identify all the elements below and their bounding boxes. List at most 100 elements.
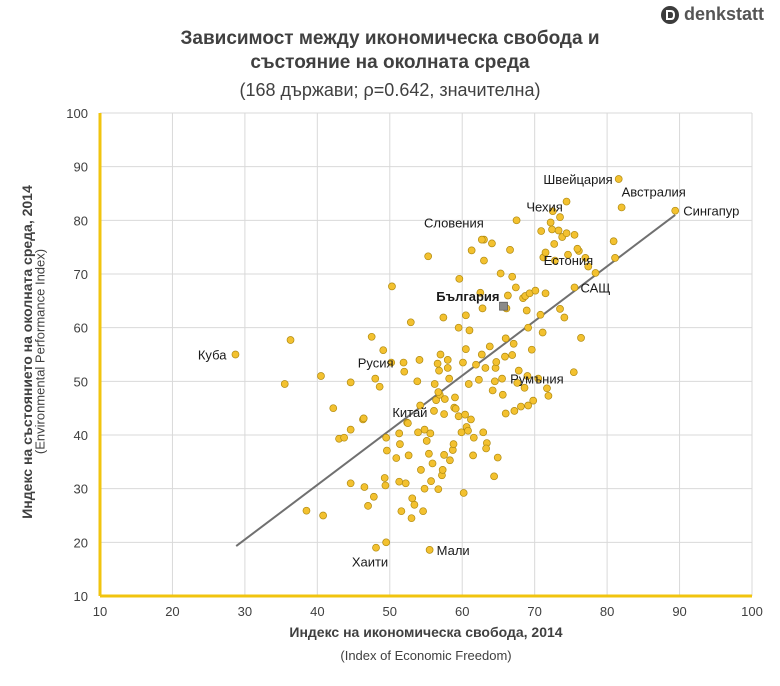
data-point	[498, 390, 507, 399]
labeled-data-point	[570, 283, 579, 292]
data-point	[446, 456, 454, 465]
data-point	[407, 514, 416, 523]
data-point	[371, 374, 380, 383]
x-tick-label: 40	[310, 604, 324, 619]
data-point	[422, 437, 431, 445]
data-point	[319, 511, 327, 520]
data-point	[481, 364, 490, 372]
data-point	[480, 256, 488, 265]
data-point	[415, 356, 424, 364]
data-point	[488, 239, 496, 248]
data-point	[467, 246, 476, 255]
data-point	[556, 305, 564, 313]
data-point	[454, 323, 463, 332]
axes	[98, 113, 752, 598]
data-point	[508, 272, 517, 281]
data-point	[504, 291, 512, 300]
x-tick-label: 80	[600, 604, 614, 619]
y-axis-subtitle: (Environmental Performance Index)	[32, 248, 48, 455]
data-point	[286, 336, 295, 344]
data-point	[380, 474, 389, 482]
data-point	[522, 306, 531, 315]
point-label: Хаити	[352, 555, 388, 570]
labeled-data-point	[399, 358, 408, 367]
data-point	[443, 356, 452, 364]
x-tick-label: 70	[527, 604, 541, 619]
point-label: Чехия	[526, 199, 562, 214]
data-point	[506, 246, 514, 254]
data-point	[478, 304, 487, 313]
data-point	[359, 414, 368, 423]
data-point	[434, 388, 443, 396]
data-point	[564, 250, 572, 259]
data-point	[280, 380, 289, 388]
data-point	[420, 484, 429, 493]
data-point	[392, 454, 401, 462]
x-tick-label: 50	[383, 604, 397, 619]
data-point	[317, 372, 325, 380]
data-point	[523, 372, 532, 380]
data-point	[548, 225, 556, 234]
data-point	[346, 425, 355, 434]
data-point	[420, 425, 429, 434]
data-point	[404, 451, 413, 460]
chart-title-line2: състояние на околната среда	[250, 52, 530, 73]
data-point	[609, 237, 618, 246]
data-point	[302, 506, 311, 515]
data-point	[490, 472, 498, 481]
data-point	[381, 481, 390, 490]
grid-lines	[100, 112, 753, 596]
data-point	[577, 334, 585, 342]
data-point	[544, 391, 553, 400]
data-point	[397, 507, 406, 516]
brand-logo: denkstatt	[660, 4, 764, 25]
point-labels: Швейцария Австралия Сингапур Чехия Словения Е…	[198, 172, 739, 570]
tick-labels: 10 20 30 40 50 60 70 80 90 100 10 20 30 40 50 60 70 80 90 1…	[66, 106, 763, 619]
data-point	[560, 313, 569, 322]
point-label: Сингапур	[683, 204, 739, 219]
data-point	[459, 489, 468, 497]
data-point	[459, 358, 467, 367]
data-point	[520, 383, 529, 392]
data-point	[472, 360, 480, 369]
data-point	[445, 374, 454, 383]
point-label: Куба	[198, 348, 227, 363]
data-point	[581, 254, 590, 262]
x-tick-label: 20	[165, 604, 179, 619]
data-point	[493, 453, 502, 462]
y-tick-label: 90	[74, 160, 88, 175]
data-point	[562, 197, 571, 206]
data-point	[449, 440, 458, 448]
x-tick-label: 90	[672, 604, 686, 619]
y-tick-label: 50	[74, 374, 88, 389]
data-point	[436, 350, 445, 359]
data-point	[509, 339, 518, 348]
data-point	[417, 466, 425, 474]
data-point	[414, 428, 422, 437]
point-label: България	[436, 289, 499, 304]
y-tick-label: 100	[66, 106, 88, 121]
point-label: Мали	[437, 543, 470, 558]
data-point	[395, 429, 404, 438]
data-point	[461, 311, 470, 320]
point-label: Словения	[424, 216, 484, 231]
data-point	[548, 207, 557, 216]
data-point	[551, 256, 559, 265]
data-point	[435, 366, 443, 375]
data-point	[413, 377, 422, 386]
data-point	[536, 310, 545, 319]
data-point	[541, 289, 550, 298]
data-point	[406, 318, 415, 327]
data-point	[396, 440, 404, 448]
highlight-point	[499, 301, 508, 311]
data-point	[541, 248, 550, 257]
data-point	[492, 358, 501, 366]
data-point	[467, 415, 475, 424]
labeled-data-point	[372, 543, 380, 552]
labeled-data-point	[404, 419, 412, 428]
data-point	[584, 262, 593, 271]
data-point	[512, 216, 521, 225]
data-point	[496, 269, 505, 278]
data-point	[511, 283, 520, 292]
data-point	[346, 378, 355, 387]
